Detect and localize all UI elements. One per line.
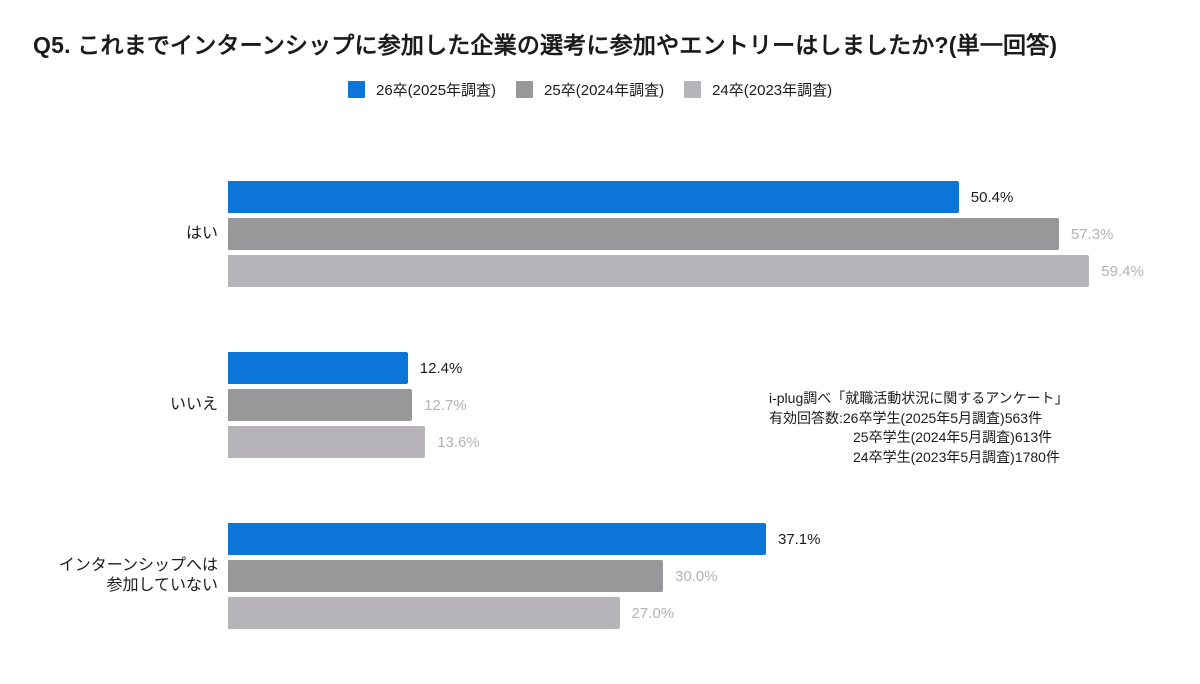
category-label-line: 参加していない bbox=[106, 577, 218, 594]
bar-iie-24 bbox=[228, 426, 426, 458]
legend-swatch-lightgray-icon bbox=[684, 81, 702, 98]
bar-row: 59.4% bbox=[228, 255, 1144, 287]
annotation-prefix: 有効回答数: bbox=[769, 409, 843, 426]
legend: 26卒(2025年調査) 25卒(2024年調査) 24卒(2023年調査) bbox=[348, 79, 832, 100]
category-label-no-internship: インターンシップへは 参加していない bbox=[0, 523, 218, 629]
legend-item-26: 26卒(2025年調査) bbox=[348, 79, 496, 100]
value-label-iie-24: 13.6% bbox=[437, 433, 480, 451]
bar-row: 27.0% bbox=[228, 597, 820, 629]
bar-row: 50.4% bbox=[228, 181, 1144, 213]
bar-hai-26 bbox=[228, 181, 959, 213]
legend-swatch-darkgray-icon bbox=[516, 81, 534, 98]
value-label-iie-26: 12.4% bbox=[419, 359, 463, 377]
annotation-responses-24: 24卒学生(2023年5月調査)1780件 bbox=[853, 448, 1060, 465]
legend-label-26: 26卒(2025年調査) bbox=[376, 82, 497, 99]
bars-iie: 12.4% 12.7% 13.6% bbox=[228, 352, 480, 458]
bar-row: 13.6% bbox=[228, 426, 480, 458]
value-label-no-internship-26: 37.1% bbox=[777, 530, 821, 548]
category-label-line: いいえ bbox=[169, 396, 218, 413]
legend-swatch-blue-icon bbox=[348, 81, 365, 98]
annotation-survey-title: i-plug調べ「就職活動状況に関するアンケート」 bbox=[769, 390, 1069, 406]
category-label-line: はい bbox=[185, 225, 218, 242]
bar-iie-26 bbox=[228, 352, 408, 384]
source-annotation: i-plug調べ「就職活動状況に関するアンケート」 有効回答数:26卒学生(20… bbox=[769, 389, 1069, 467]
bar-row: 57.3% bbox=[228, 218, 1144, 250]
legend-item-25: 25卒(2024年調査) bbox=[516, 79, 664, 100]
value-label-iie-25: 12.7% bbox=[424, 396, 467, 414]
value-label-hai-25: 57.3% bbox=[1070, 225, 1114, 243]
annotation-responses-26: 有効回答数:26卒学生(2025年5月調査)563件 bbox=[769, 409, 1069, 429]
bar-no-internship-25 bbox=[228, 560, 663, 592]
category-label-line: インターンシップへは bbox=[58, 557, 218, 574]
bar-row: 12.7% bbox=[228, 389, 480, 421]
value-label-no-internship-24: 27.0% bbox=[631, 604, 675, 622]
bar-hai-25 bbox=[228, 218, 1059, 250]
legend-item-24: 24卒(2023年調査) bbox=[684, 79, 832, 100]
bars-no-internship: 37.1% 30.0% 27.0% bbox=[228, 523, 820, 629]
bar-iie-25 bbox=[228, 389, 413, 421]
category-label-hai: はい bbox=[0, 181, 218, 287]
bars-hai: 50.4% 57.3% 59.4% bbox=[228, 181, 1144, 287]
chart-title: Q5. これまでインターンシップに参加した企業の選考に参加やエントリーはしました… bbox=[33, 32, 1058, 58]
annotation-responses-25: 25卒学生(2024年5月調査)613件 bbox=[853, 429, 1053, 445]
bar-hai-24 bbox=[228, 255, 1090, 287]
bar-row: 12.4% bbox=[228, 352, 480, 384]
legend-label-25: 25卒(2024年調査) bbox=[544, 82, 665, 99]
bar-row: 30.0% bbox=[228, 560, 820, 592]
annotation-responses-26-value: 26卒学生(2025年5月調査)563件 bbox=[842, 409, 1043, 426]
value-label-no-internship-25: 30.0% bbox=[675, 567, 718, 585]
bar-no-internship-26 bbox=[228, 523, 766, 555]
value-label-hai-26: 50.4% bbox=[970, 188, 1014, 206]
value-label-hai-24: 59.4% bbox=[1101, 262, 1144, 280]
legend-label-24: 24卒(2023年調査) bbox=[712, 82, 833, 99]
bar-no-internship-24 bbox=[228, 597, 620, 629]
category-label-iie: いいえ bbox=[0, 352, 218, 458]
bar-row: 37.1% bbox=[228, 523, 820, 555]
